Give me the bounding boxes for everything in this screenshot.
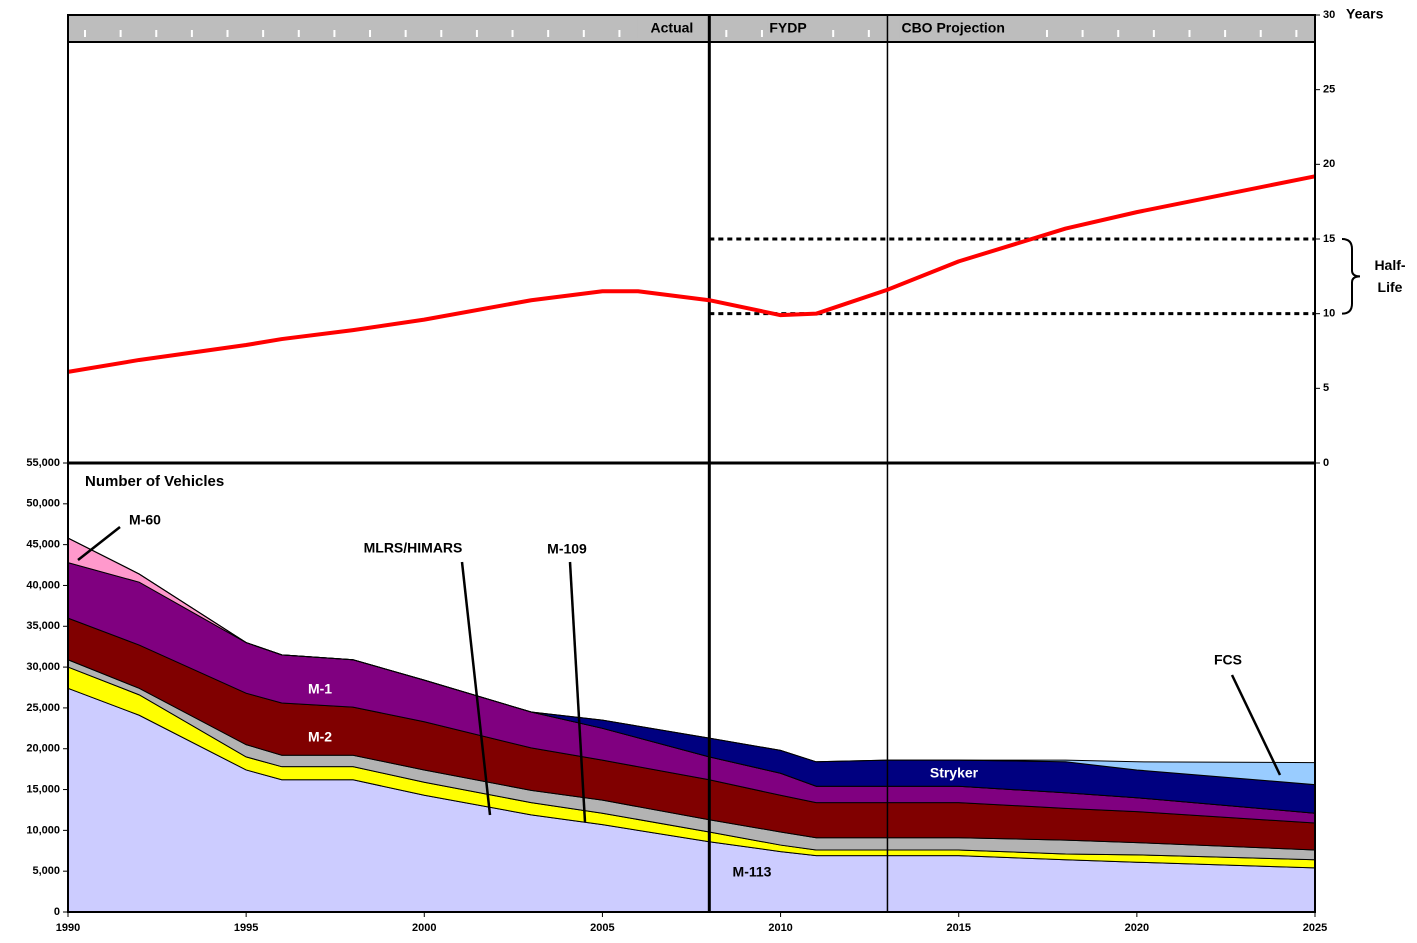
y-tick-label: 55,000 bbox=[26, 457, 60, 469]
series-label: M-1 bbox=[308, 681, 332, 697]
series-label: M-2 bbox=[308, 729, 332, 745]
x-tick-label: 1995 bbox=[234, 922, 258, 934]
age-line bbox=[67, 174, 1316, 374]
band-tick bbox=[226, 30, 229, 37]
band-tick bbox=[369, 30, 372, 37]
x-tick-label: 2005 bbox=[590, 922, 614, 934]
band-tick bbox=[1117, 30, 1120, 37]
band-tick bbox=[582, 30, 585, 37]
band-tick bbox=[440, 30, 443, 37]
period-label-bg bbox=[637, 18, 696, 38]
x-tick-label: 2020 bbox=[1125, 922, 1149, 934]
band-tick bbox=[404, 30, 407, 37]
area-layer bbox=[67, 537, 1316, 913]
band-tick bbox=[832, 30, 835, 37]
y-tick-label: 40,000 bbox=[26, 579, 60, 591]
band-tick bbox=[333, 30, 336, 37]
y-tick-label: 10,000 bbox=[26, 824, 60, 836]
y-axis-label: Number of Vehicles bbox=[85, 473, 224, 490]
y-tick-label: 0 bbox=[54, 906, 60, 918]
annotation-label: Life bbox=[1378, 279, 1403, 295]
band-tick bbox=[1081, 30, 1084, 37]
period-label: FYDP bbox=[769, 20, 806, 36]
band-tick bbox=[1152, 30, 1155, 37]
series-label: MLRS/HIMARS bbox=[364, 540, 463, 556]
y-tick-label: 50,000 bbox=[26, 498, 60, 510]
band-tick bbox=[760, 30, 763, 37]
period-label: CBO Projection bbox=[901, 20, 1004, 36]
band-tick bbox=[547, 30, 550, 37]
series-label: M-113 bbox=[733, 864, 772, 880]
period-label-bg bbox=[767, 18, 816, 38]
x-tick-label: 2015 bbox=[946, 922, 970, 934]
period-label-bg bbox=[899, 18, 1032, 38]
y-tick-label: 30 bbox=[1323, 9, 1335, 21]
x-tick-label: 2025 bbox=[1303, 922, 1327, 934]
y-tick-label: 0 bbox=[1323, 457, 1329, 469]
y-tick-label: 15,000 bbox=[26, 783, 60, 795]
series-label: Stryker bbox=[930, 765, 979, 781]
y-tick-label: 25 bbox=[1323, 84, 1335, 96]
band-tick bbox=[1224, 30, 1227, 37]
band-tick bbox=[1188, 30, 1191, 37]
band-tick bbox=[511, 30, 514, 37]
band-tick bbox=[119, 30, 122, 37]
leader-line bbox=[460, 561, 492, 816]
y-axis-label: Years bbox=[1346, 6, 1384, 22]
x-tick-label: 2010 bbox=[768, 922, 792, 934]
leader-line bbox=[77, 526, 121, 561]
y-tick-label: 45,000 bbox=[26, 539, 60, 551]
series-label: M-109 bbox=[547, 541, 587, 557]
series-label: FCS bbox=[1214, 652, 1242, 668]
y-tick-label: 15 bbox=[1323, 233, 1335, 245]
y-tick-label: 30,000 bbox=[26, 661, 60, 673]
x-tick-label: 2000 bbox=[412, 922, 436, 934]
band-tick bbox=[155, 30, 158, 37]
y-tick-label: 20 bbox=[1323, 158, 1335, 170]
band-tick bbox=[1045, 30, 1048, 37]
band-tick bbox=[297, 30, 300, 37]
y-tick-label: 25,000 bbox=[26, 702, 60, 714]
band-tick bbox=[1259, 30, 1262, 37]
band-tick bbox=[725, 30, 728, 37]
annotation-label: Half- bbox=[1374, 257, 1405, 273]
x-tick-label: 1990 bbox=[56, 922, 80, 934]
band-tick bbox=[475, 30, 478, 37]
band-tick bbox=[867, 30, 870, 37]
y-tick-label: 20,000 bbox=[26, 743, 60, 755]
band-tick bbox=[618, 30, 621, 37]
band-tick bbox=[84, 30, 86, 37]
series-label: M-60 bbox=[129, 512, 161, 528]
y-tick-label: 35,000 bbox=[26, 620, 60, 632]
band-tick bbox=[262, 30, 265, 37]
band-tick bbox=[1295, 30, 1298, 37]
y-tick-label: 5 bbox=[1323, 382, 1329, 394]
period-label: Actual bbox=[651, 20, 694, 36]
leader-line bbox=[1230, 674, 1282, 776]
brace bbox=[1341, 238, 1361, 315]
band-tick bbox=[190, 30, 193, 37]
y-tick-label: 10 bbox=[1323, 308, 1335, 320]
leader-line bbox=[568, 561, 587, 823]
y-tick-label: 5,000 bbox=[32, 865, 60, 877]
